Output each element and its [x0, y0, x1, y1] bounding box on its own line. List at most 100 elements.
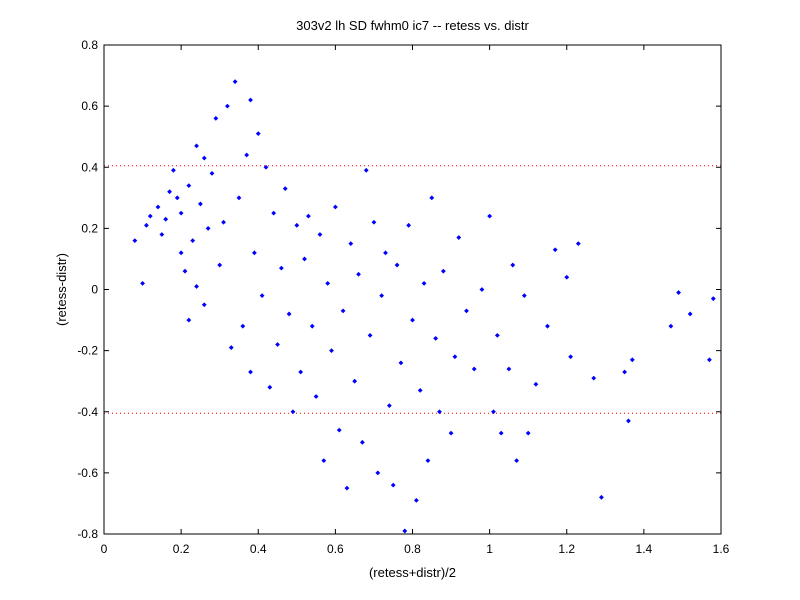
data-point	[286, 311, 292, 317]
data-point	[410, 317, 415, 323]
data-point	[402, 528, 408, 534]
data-point	[479, 287, 485, 292]
data-point	[510, 262, 516, 268]
data-point	[298, 369, 304, 375]
data-point	[251, 250, 257, 256]
data-point	[194, 143, 199, 149]
data-point	[278, 265, 284, 271]
data-point	[232, 79, 238, 85]
data-point	[290, 409, 296, 415]
data-point	[329, 348, 334, 354]
data-point	[244, 152, 250, 158]
data-point	[356, 271, 361, 277]
x-tick-label: 1	[486, 542, 493, 556]
data-point	[433, 336, 439, 341]
data-point	[217, 262, 223, 268]
data-point	[147, 213, 153, 219]
data-point	[159, 232, 165, 237]
data-point	[521, 293, 527, 299]
data-point	[568, 354, 574, 360]
data-point	[710, 296, 716, 302]
data-point	[707, 357, 712, 363]
data-point	[437, 409, 442, 415]
data-point	[383, 250, 388, 256]
data-point	[332, 204, 338, 210]
reference-lines	[104, 165, 721, 414]
data-point	[174, 195, 180, 201]
data-point	[626, 418, 631, 424]
data-point	[367, 332, 373, 338]
data-point	[406, 222, 412, 228]
x-axis-title: (retess+distr)/2	[369, 565, 456, 580]
x-tick-label: 0.8	[404, 542, 421, 556]
data-point	[144, 222, 149, 228]
data-point	[417, 387, 423, 393]
data-point	[456, 235, 462, 240]
data-point	[348, 241, 354, 247]
data-point	[155, 204, 161, 210]
data-point	[386, 403, 392, 409]
data-point	[491, 409, 496, 415]
data-point	[213, 115, 219, 121]
data-point	[379, 293, 385, 299]
data-point	[552, 247, 558, 253]
data-point	[259, 293, 265, 299]
data-point	[186, 183, 192, 188]
y-tick-label: -0.4	[77, 405, 98, 419]
data-point	[533, 381, 539, 387]
data-point	[464, 308, 469, 314]
data-point	[225, 103, 230, 109]
data-point	[575, 241, 581, 247]
data-point	[186, 317, 192, 323]
data-point	[240, 323, 246, 329]
axes-frame	[103, 44, 722, 535]
data-point	[209, 170, 215, 176]
y-tick-label: 0.6	[81, 99, 98, 113]
data-point	[452, 354, 458, 360]
data-point	[321, 458, 327, 464]
data-point	[363, 167, 369, 173]
data-point	[352, 378, 358, 384]
data-point	[629, 357, 635, 363]
data-point	[178, 210, 184, 216]
data-point	[448, 430, 454, 436]
data-point	[167, 189, 172, 195]
data-point	[182, 268, 188, 274]
data-point	[236, 195, 242, 201]
data-point	[282, 186, 288, 192]
data-point	[359, 439, 365, 445]
data-point	[545, 323, 550, 329]
data-point	[190, 238, 196, 243]
data-point	[525, 430, 531, 436]
data-point	[317, 232, 323, 237]
data-point	[302, 256, 307, 262]
data-point	[494, 332, 500, 338]
data-point	[687, 311, 693, 317]
data-point	[676, 290, 681, 295]
x-tick-label: 0.6	[327, 542, 344, 556]
data-point	[506, 366, 512, 372]
y-tick-label: 0.4	[81, 160, 98, 174]
x-tick-label: 0	[101, 542, 108, 556]
data-point	[163, 216, 169, 222]
data-point	[255, 131, 261, 137]
data-point	[471, 366, 477, 372]
data-point	[271, 210, 277, 216]
data-point	[194, 284, 199, 289]
data-point	[622, 369, 627, 375]
data-point	[425, 458, 431, 464]
data-point	[344, 485, 350, 491]
data-point	[221, 219, 226, 225]
data-point	[371, 219, 377, 225]
y-axis-title: (retess-distr)	[54, 253, 69, 326]
y-tick-label: -0.2	[77, 344, 98, 358]
data-point	[599, 494, 604, 500]
data-point	[390, 482, 396, 488]
data-point	[440, 268, 446, 274]
data-point	[413, 497, 419, 503]
data-point	[201, 302, 207, 308]
data-point	[340, 308, 346, 314]
data-point	[514, 458, 520, 464]
